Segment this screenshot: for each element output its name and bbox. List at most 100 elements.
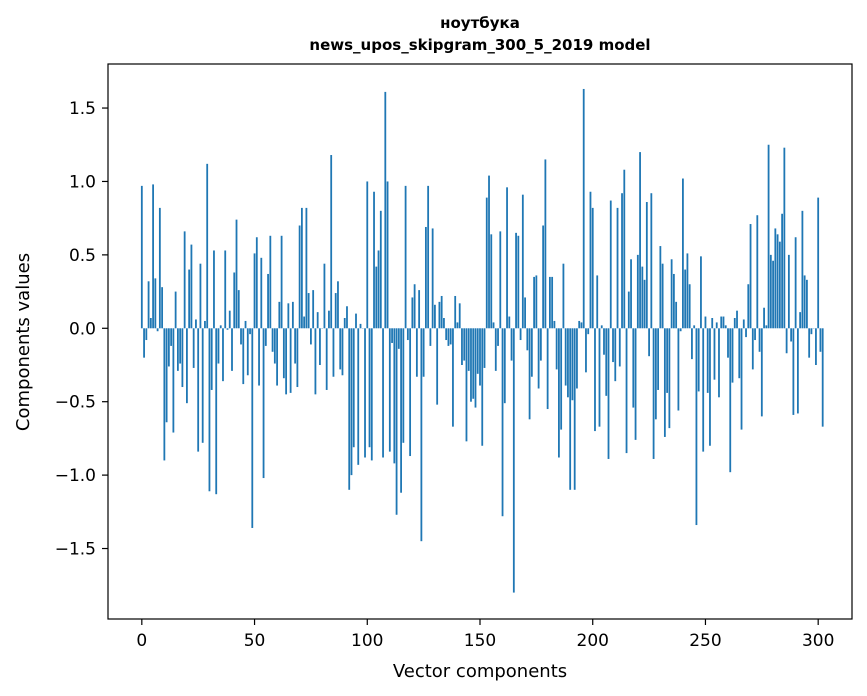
bar [199, 263, 202, 329]
bar [558, 328, 560, 458]
bar [224, 250, 227, 329]
bar [260, 257, 263, 329]
bar [808, 328, 811, 358]
y-tick-label: 1.5 [69, 99, 96, 119]
bar [485, 197, 488, 329]
bar [691, 328, 693, 360]
bar [154, 278, 157, 329]
bar [443, 318, 445, 329]
bar [819, 328, 822, 352]
bar [179, 328, 182, 364]
x-tick-label: 50 [244, 631, 266, 651]
bar [328, 310, 330, 329]
bar [357, 328, 360, 465]
bar [312, 290, 315, 329]
bar [657, 328, 660, 390]
bar [542, 225, 545, 329]
bar [663, 328, 666, 437]
bar [580, 322, 583, 329]
bar [298, 225, 301, 329]
bar [379, 210, 382, 329]
bar [208, 328, 211, 492]
bar [621, 193, 623, 329]
bar [684, 269, 687, 329]
bar [815, 328, 817, 365]
bar [370, 328, 373, 461]
bar [803, 275, 806, 329]
bar [415, 328, 418, 377]
bar [472, 328, 475, 399]
bar [237, 290, 240, 329]
bar [695, 328, 698, 526]
bar [614, 328, 617, 382]
bar [467, 328, 470, 371]
x-axis: 0 50 100 150 200 250 300 [136, 619, 834, 651]
bar [393, 328, 396, 464]
bar [623, 169, 626, 329]
bar [693, 325, 696, 329]
bar [181, 328, 184, 388]
bar [643, 279, 646, 329]
bar [244, 320, 247, 329]
bar [267, 273, 269, 329]
bar [765, 325, 768, 329]
bar [300, 207, 303, 329]
x-tick-label: 150 [464, 631, 496, 651]
bar [334, 293, 337, 329]
bar [727, 328, 729, 358]
x-tick-label: 100 [351, 631, 383, 651]
bar [799, 312, 802, 329]
bar [526, 328, 529, 351]
bar [497, 328, 499, 346]
x-tick-label: 200 [577, 631, 609, 651]
bar [343, 318, 346, 329]
bar [578, 320, 581, 329]
bar [594, 328, 596, 432]
bar [231, 328, 233, 371]
bar [271, 328, 274, 352]
bar [438, 301, 441, 329]
bar [567, 328, 569, 398]
bar [810, 328, 813, 335]
bar [341, 328, 344, 376]
bar [702, 328, 705, 452]
bar [686, 253, 689, 329]
bar [587, 328, 590, 335]
bar [422, 328, 425, 377]
bar [700, 256, 702, 329]
bar [149, 318, 152, 329]
bar [600, 325, 603, 329]
bar [258, 328, 260, 386]
bar [233, 272, 236, 329]
bar [440, 295, 443, 329]
bar [553, 320, 556, 329]
bar [147, 281, 150, 329]
bar [499, 231, 502, 329]
bar [490, 234, 493, 329]
bar [675, 301, 678, 329]
bar [176, 328, 179, 371]
bar [636, 254, 639, 329]
chart-subtitle: news_upos_skipgram_300_5_2019 model [309, 36, 650, 54]
bar [310, 328, 312, 345]
bar [519, 328, 522, 341]
bar [548, 276, 551, 329]
bar [544, 159, 547, 329]
bar [386, 181, 389, 329]
y-tick-label: −1.0 [55, 466, 96, 486]
bar [145, 328, 148, 341]
y-tick-label: 1.0 [69, 172, 96, 192]
bar [724, 325, 727, 329]
bar [756, 215, 759, 329]
bar [226, 328, 229, 330]
bar [632, 328, 635, 408]
bar [661, 263, 664, 329]
bar [219, 325, 222, 329]
bar [170, 328, 173, 346]
bar [535, 275, 538, 329]
bar [190, 244, 193, 329]
bar [521, 194, 524, 329]
bar [294, 328, 297, 364]
bar [711, 318, 714, 329]
x-tick-label: 300 [802, 631, 834, 651]
